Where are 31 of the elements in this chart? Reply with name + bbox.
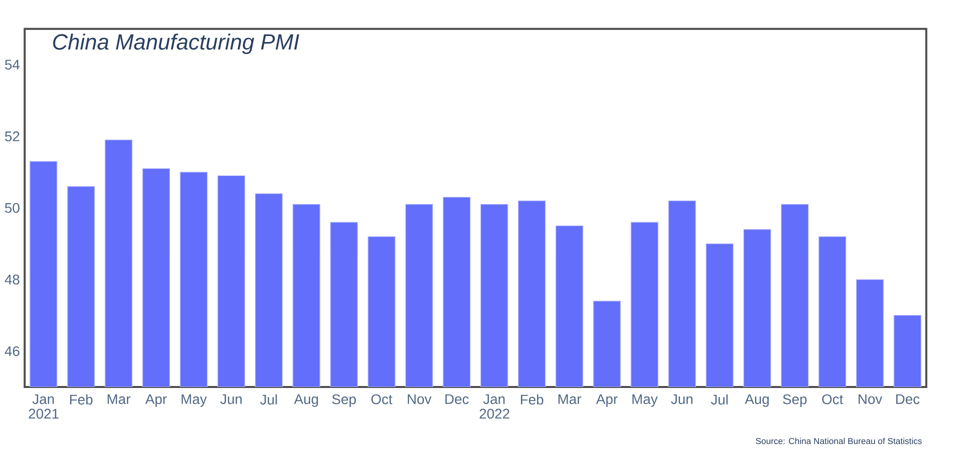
x-tick-label: May	[182, 394, 207, 407]
x-tick-label: Dec	[896, 394, 920, 404]
x-tick-label: Aug	[744, 394, 769, 407]
x-tick-label: Nov	[408, 394, 432, 404]
x-tick-label: Jun	[220, 394, 242, 404]
y-tick-label: 46	[4, 346, 20, 356]
y-tick-label: 52	[5, 132, 20, 142]
x-tick-label: Dec	[445, 394, 469, 404]
y-tick-label: 48	[4, 274, 20, 285]
x-tick-label: Oct	[822, 394, 844, 404]
x-tick-label: Jan 2022	[480, 394, 510, 419]
chart-title: China Manufacturing PMI	[53, 34, 300, 54]
x-tick-label: Jan 2021	[28, 394, 59, 419]
x-tick-label: Feb	[520, 394, 544, 405]
x-tick-label: Apr	[145, 394, 167, 407]
x-tick-label: Apr	[596, 394, 618, 407]
y-tick-label: 50	[5, 203, 20, 214]
x-tick-label: Jul	[260, 394, 277, 405]
x-tick-label: Feb	[70, 394, 92, 405]
x-tick-label: Mar	[108, 394, 130, 404]
x-tick-label: Jun	[671, 394, 692, 404]
x-tick-label: May	[632, 394, 658, 407]
y-tick-label: 54	[5, 60, 20, 70]
x-tick-label: Mar	[558, 394, 582, 404]
x-tick-label: Aug	[294, 394, 318, 407]
x-tick-label: Sep	[332, 394, 356, 408]
x-tick-label: Oct	[371, 394, 392, 404]
source-note: Source: China National Bureau of Statistics	[756, 438, 922, 444]
x-tick-label: Nov	[858, 394, 882, 404]
x-tick-label: Jul	[710, 394, 728, 405]
x-tick-label: Sep	[782, 394, 807, 408]
